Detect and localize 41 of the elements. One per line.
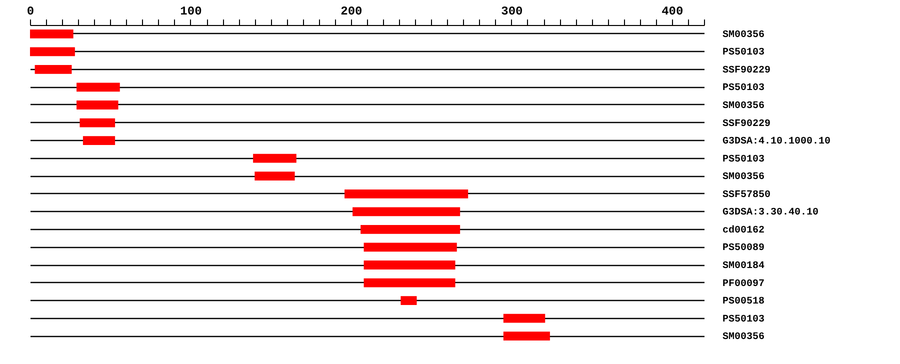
x-tick-label: 100 bbox=[180, 4, 202, 18]
x-tick-label: 400 bbox=[662, 4, 684, 18]
y-tick-label: SM00184 bbox=[722, 261, 765, 272]
y-tick-label: PS50089 bbox=[722, 243, 765, 254]
bar bbox=[30, 47, 75, 56]
x-tick-label: 0 bbox=[26, 4, 34, 18]
bar bbox=[344, 189, 468, 198]
bar bbox=[254, 172, 295, 181]
y-tick-label: G3DSA:4.10.1000.10 bbox=[722, 136, 831, 148]
y-tick-label: PF00097 bbox=[722, 278, 765, 290]
bar bbox=[82, 136, 116, 145]
y-tick-label: SSF90229 bbox=[722, 118, 771, 130]
y-tick-label: PS50103 bbox=[722, 154, 765, 166]
y-tick-label: SSF57850 bbox=[722, 190, 771, 201]
y-tick-label: cd00162 bbox=[722, 224, 765, 236]
y-tick-label: G3DSA:3.30.40.10 bbox=[722, 208, 819, 219]
bar bbox=[503, 314, 546, 323]
y-tick-label: PS50103 bbox=[722, 83, 765, 94]
y-tick-label: PS00518 bbox=[722, 296, 765, 308]
bar bbox=[76, 82, 120, 92]
bar bbox=[34, 65, 72, 74]
bar bbox=[503, 332, 550, 341]
y-tick-label: PS50103 bbox=[722, 48, 765, 59]
bar bbox=[364, 242, 457, 252]
x-tick-label: 200 bbox=[340, 4, 362, 18]
bar bbox=[364, 260, 456, 270]
bar bbox=[364, 278, 456, 288]
y-tick-label: SM00356 bbox=[722, 101, 765, 112]
y-tick-label: PS50103 bbox=[722, 314, 765, 326]
bar bbox=[80, 118, 116, 128]
x-tick-label: 300 bbox=[501, 4, 523, 18]
bar bbox=[360, 225, 460, 234]
y-tick-label: SM00356 bbox=[722, 172, 765, 184]
y-tick-label: SSF90229 bbox=[722, 65, 771, 76]
bar bbox=[352, 207, 460, 216]
bar bbox=[30, 29, 74, 38]
bar bbox=[400, 296, 417, 305]
bar bbox=[76, 100, 118, 110]
y-tick-label: SM00356 bbox=[722, 30, 765, 41]
bar bbox=[253, 154, 296, 163]
y-tick-label: SM00356 bbox=[722, 332, 765, 344]
